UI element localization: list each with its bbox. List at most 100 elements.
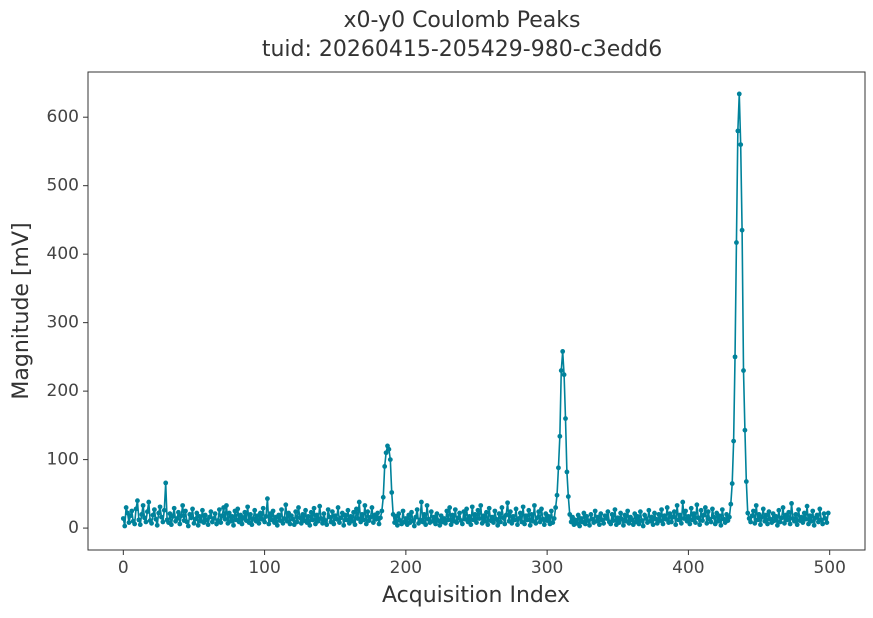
data-point: [502, 521, 508, 527]
chart-title: x0-y0 Coulomb Peaks: [343, 8, 580, 33]
data-point: [207, 514, 212, 520]
data-point: [527, 522, 533, 528]
data-point: [546, 514, 551, 519]
data-point: [551, 516, 557, 521]
data-point: [208, 509, 214, 515]
data-point: [355, 516, 361, 521]
data-point: [688, 505, 694, 511]
data-point: [643, 516, 649, 521]
data-point: [743, 479, 749, 484]
data-point: [457, 510, 462, 516]
data-point: [190, 506, 195, 512]
data-point: [122, 523, 128, 529]
data-point: [605, 509, 611, 515]
data-point: [708, 519, 714, 525]
data-point: [560, 349, 566, 354]
data-point: [248, 511, 253, 517]
data-point: [321, 511, 327, 517]
data-point: [239, 521, 245, 527]
y-tick-label: 300: [47, 313, 79, 333]
data-point: [820, 521, 826, 527]
data-point: [550, 520, 556, 526]
data-point: [701, 512, 707, 518]
data-point: [563, 416, 568, 421]
data-point: [428, 509, 434, 515]
data-point: [554, 492, 560, 498]
data-point: [807, 513, 813, 519]
data-point: [565, 494, 571, 499]
data-point: [726, 514, 732, 520]
data-point: [499, 505, 505, 510]
data-point: [587, 522, 592, 528]
data-point: [541, 522, 547, 528]
y-axis-label: Magnitude [mV]: [9, 222, 34, 399]
data-point: [383, 450, 389, 456]
data-point: [656, 511, 662, 517]
data-point: [348, 514, 354, 519]
data-point: [445, 517, 451, 523]
data-point: [468, 522, 474, 528]
y-tick-label: 100: [47, 450, 79, 470]
data-point: [660, 521, 666, 527]
data-point: [303, 507, 308, 513]
data-point: [794, 522, 800, 528]
data-point: [626, 520, 632, 526]
data-point: [359, 511, 365, 517]
data-point: [693, 520, 698, 526]
data-point: [540, 516, 546, 522]
data-point: [728, 501, 734, 507]
data-point: [123, 505, 129, 510]
data-point: [801, 510, 807, 516]
data-point: [814, 512, 820, 518]
data-point: [387, 457, 393, 463]
data-point: [476, 516, 482, 521]
data-point: [640, 523, 646, 529]
data-point: [741, 368, 746, 373]
data-point: [520, 504, 526, 510]
data-point: [330, 509, 335, 515]
data-point: [524, 517, 530, 523]
data-point: [735, 128, 741, 134]
data-point: [266, 521, 272, 527]
data-point: [156, 510, 162, 516]
data-point: [150, 512, 156, 518]
data-point: [368, 514, 373, 520]
data-point: [557, 433, 563, 439]
data-point: [279, 507, 284, 512]
data-point: [505, 500, 510, 506]
data-point: [588, 511, 594, 517]
data-point: [325, 507, 331, 512]
data-point: [375, 510, 381, 516]
data-point: [782, 520, 787, 526]
x-tick-label: 100: [248, 558, 280, 578]
data-point: [508, 509, 513, 515]
data-point: [144, 509, 150, 515]
x-axis-label: Acquisition Index: [382, 583, 570, 608]
data-point: [176, 509, 181, 515]
data-point: [300, 511, 306, 517]
data-point: [492, 508, 498, 514]
data-point: [618, 510, 623, 516]
data-point: [447, 505, 453, 510]
data-point: [185, 523, 191, 529]
data-point: [265, 496, 270, 502]
data-point: [297, 515, 303, 521]
data-point: [342, 512, 348, 518]
data-point: [653, 516, 659, 522]
data-point: [595, 514, 601, 520]
data-point: [584, 514, 590, 519]
data-point: [598, 511, 604, 517]
data-point: [548, 508, 554, 514]
data-point: [512, 517, 518, 523]
data-point: [242, 509, 248, 515]
data-point: [787, 521, 793, 527]
data-point: [673, 522, 679, 528]
data-point: [433, 521, 438, 527]
data-point: [454, 520, 460, 526]
y-tick-label: 500: [47, 176, 79, 196]
data-point: [419, 499, 424, 505]
data-point: [361, 517, 366, 523]
data-point: [710, 506, 715, 512]
data-point: [517, 510, 523, 516]
data-point: [270, 508, 276, 514]
